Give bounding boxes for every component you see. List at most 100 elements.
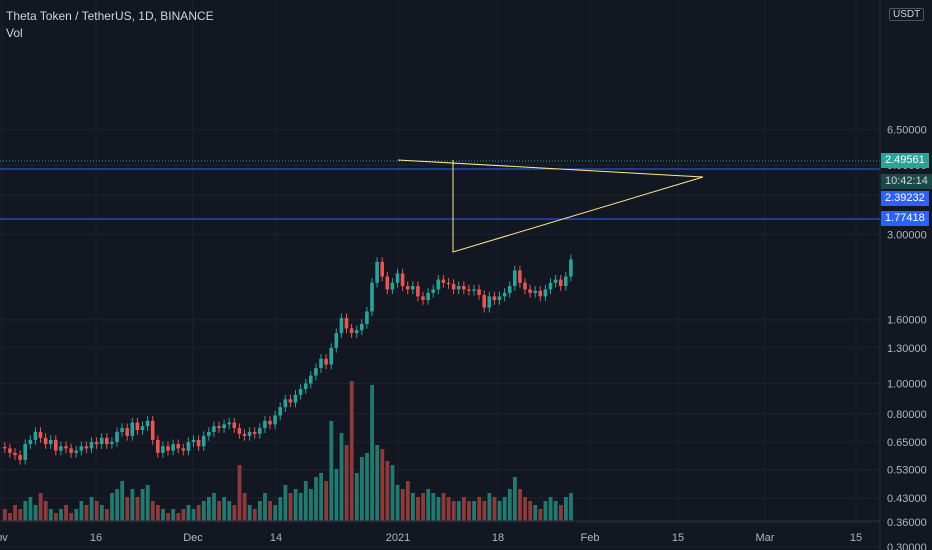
candle-body [145,420,150,427]
candle-body [263,420,267,429]
candle-body [309,375,313,384]
volume-bar [558,505,563,521]
candle-body [400,273,405,287]
candle-body [161,446,165,453]
candle-body [467,289,471,291]
countdown-badge: 10:42:14 [881,174,932,189]
candle-body [38,431,43,438]
volume-bar [212,493,216,521]
candle-body [411,286,415,290]
price-tick-label: 6.50000 [887,124,927,136]
volume-bar [166,513,170,521]
grid-lines [0,0,880,548]
level-upper-badge: 2.39232 [881,191,929,206]
candle-body [303,383,308,390]
time-tick-label: 16 [90,532,102,544]
candle-body [518,270,522,283]
candle-body [395,273,400,283]
volume-bar [278,497,283,521]
candle-body [59,446,63,451]
volume-bar [89,497,94,521]
volume-bar [28,497,33,521]
candle-body [416,286,420,297]
volume-bar [569,493,573,521]
price-tick-label: 1.30000 [887,343,927,355]
volume-bar [497,501,502,521]
candle-body [54,439,58,451]
candle-body [212,426,216,432]
candle-body [3,447,7,449]
volume-bar [242,493,247,521]
volume-bar [145,485,150,521]
candle-body [482,294,486,308]
volume-bar [237,465,242,521]
volume-bar [314,477,318,521]
candle-body [385,276,390,290]
volume-bar [405,481,410,521]
volume-bar [354,473,359,521]
time-tick-label: ov [0,532,8,544]
candle-body [334,333,339,348]
candle-body [564,276,568,287]
volume-bar [492,497,497,521]
candle-body [181,448,186,451]
volume-bar [74,509,79,521]
volume-bar [207,497,211,521]
candle-body [89,441,94,449]
volume-bar [349,381,354,521]
volume-bar [247,505,252,521]
candle-body [186,441,191,451]
volume-bar [227,501,232,521]
candle-body [354,330,359,334]
volume-bar [176,513,181,521]
price-tick-label: 1.00000 [887,379,927,391]
volume-bar [339,433,344,521]
candle-body [166,446,170,451]
candle-body [314,368,318,376]
candle-body [507,286,512,293]
candle-body [43,437,48,445]
volume-bar [196,505,201,521]
candlesticks [3,254,573,465]
volume-bar [99,505,104,521]
volume-bar [344,445,349,521]
candle-body [360,324,364,331]
price-tick-label: 3.00000 [887,229,927,241]
candle-body [18,455,22,460]
candle-body [451,284,456,290]
volume-bar [268,501,272,521]
candle-body [569,259,573,277]
candle-body [477,289,481,295]
candle-body [293,394,298,403]
candle-body [553,279,558,283]
candle-body [329,347,333,365]
currency-unit-button[interactable]: USDT [889,8,925,21]
volume-bar [472,501,476,521]
candle-body [171,444,175,451]
volume-bar [232,505,237,521]
candle-body [268,420,272,425]
candle-body [390,282,395,290]
triangle-pattern[interactable] [397,159,704,253]
volume-bar [523,497,527,521]
volume-bar [156,505,160,521]
volume-bar [110,493,114,521]
volume-bar [548,497,553,521]
volume-bar [94,501,99,521]
price-tick-label: 0.65000 [887,437,927,449]
candle-body [201,435,206,447]
candle-body [140,426,145,430]
candle-body [125,428,129,436]
volume-bar [13,505,17,521]
volume-bar [456,501,461,521]
candle-body [324,358,328,365]
volume-bar [263,493,267,521]
volume-bar [507,489,512,521]
candle-body [513,270,517,287]
candle-body [64,446,68,449]
volume-bar [69,513,74,521]
volume-bar [43,501,48,521]
candle-body [319,358,323,369]
candle-body [196,439,201,447]
